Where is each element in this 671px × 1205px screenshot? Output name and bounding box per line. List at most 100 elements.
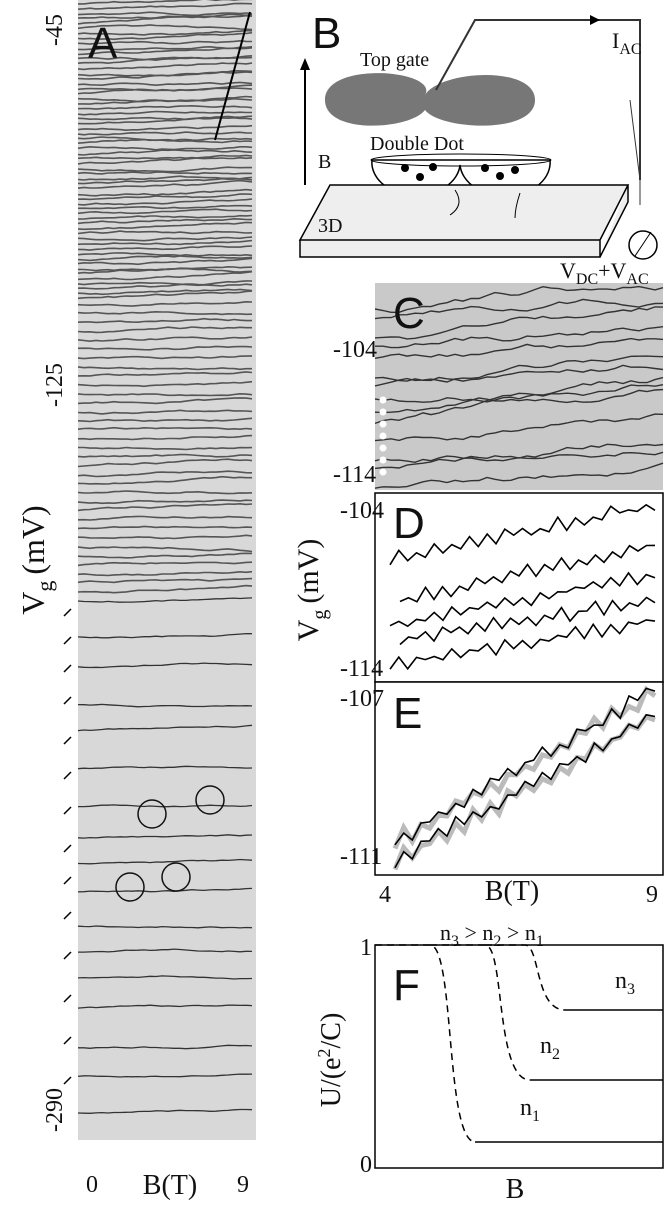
fringe	[77, 265, 253, 274]
fringe	[374, 285, 664, 313]
fringe	[77, 188, 253, 197]
fringe	[77, 1108, 253, 1114]
y-tick-label: 1	[360, 935, 372, 961]
trace	[394, 687, 656, 846]
fringe	[77, 252, 253, 257]
fringe	[77, 326, 252, 334]
fringe	[78, 0, 252, 5]
fringe	[77, 255, 253, 262]
fringe	[77, 104, 253, 110]
fringe	[77, 124, 253, 132]
panel-label: B	[312, 9, 341, 58]
fringe	[375, 326, 664, 349]
tick-mark	[63, 1076, 72, 1085]
fringe	[77, 887, 253, 893]
y-axis-label: Vg (mV)	[292, 539, 331, 642]
text: > n	[501, 920, 535, 945]
fringe	[77, 597, 253, 603]
label: B	[318, 151, 331, 173]
tick-mark	[63, 844, 72, 853]
tick-mark	[63, 951, 72, 960]
marker-dot	[379, 432, 387, 440]
y-tick-label: -114	[333, 462, 376, 488]
fringe	[77, 290, 253, 300]
fringe	[77, 214, 253, 220]
fringe	[374, 384, 664, 403]
tick-mark	[63, 636, 72, 645]
trace	[389, 571, 656, 628]
marker-dot	[379, 444, 387, 452]
fringe	[77, 31, 253, 41]
fringe	[77, 24, 253, 31]
fringe	[374, 306, 664, 340]
y-tick-label: -125	[42, 363, 68, 407]
fringe	[77, 703, 253, 708]
panel-label: D	[393, 499, 425, 548]
arrow	[590, 15, 600, 25]
panel-f-frame	[374, 944, 664, 1169]
fringe	[77, 14, 253, 25]
fringe	[77, 245, 253, 251]
source-arrow	[634, 231, 652, 257]
trace	[399, 596, 656, 646]
label: Top gate	[360, 49, 429, 71]
x-tick-label: 0	[86, 1172, 98, 1198]
fringe	[77, 56, 253, 65]
circles	[115, 785, 225, 902]
subscript: 3	[451, 933, 459, 950]
subscript: 1	[536, 933, 544, 950]
curves	[375, 944, 663, 1143]
fringe	[77, 87, 253, 95]
fringe	[77, 69, 253, 80]
fringe	[374, 413, 664, 442]
fringe	[77, 39, 253, 45]
fringe	[77, 156, 253, 160]
circle	[115, 872, 145, 902]
fringe	[77, 221, 253, 231]
top-gate	[325, 73, 535, 126]
marker-dot	[379, 396, 387, 404]
superscript: 2	[314, 1049, 334, 1058]
fringe	[77, 280, 253, 290]
marker-dot	[379, 420, 387, 428]
tick-mark	[63, 876, 72, 885]
fringe	[77, 475, 252, 485]
fringe	[77, 515, 253, 521]
text: > n	[459, 920, 493, 945]
title: n3 > n2 > n1	[440, 920, 544, 950]
trace	[389, 619, 656, 671]
fringe	[77, 11, 253, 17]
slope-line	[214, 11, 251, 141]
x-axis-label: B(T)	[485, 876, 539, 907]
fringe	[78, 948, 253, 953]
subscript: g	[32, 581, 57, 592]
fringe	[77, 45, 253, 56]
fringe	[77, 208, 253, 215]
x-tick-label: 9	[646, 882, 658, 908]
fringe	[77, 434, 253, 441]
fringe	[77, 62, 253, 71]
trace	[389, 503, 656, 566]
fringe	[77, 499, 253, 505]
tunneling	[449, 189, 521, 219]
panel-label: A	[88, 19, 118, 68]
subscript: 2	[493, 933, 501, 950]
wire	[629, 99, 641, 205]
dot-rim	[370, 153, 552, 167]
tick-mark	[63, 771, 72, 780]
x-tick-label: 9	[237, 1172, 249, 1198]
y-tick-label: 0	[360, 1152, 372, 1178]
tick-mark	[63, 994, 72, 1003]
fringe	[77, 131, 253, 136]
label: Double Dot	[370, 133, 464, 155]
source	[628, 230, 658, 260]
joiner: +V	[598, 258, 626, 283]
fringe	[77, 662, 253, 669]
fringe	[77, 171, 253, 175]
fringe	[77, 409, 253, 415]
fringe	[77, 577, 253, 584]
substrate	[298, 184, 630, 258]
fringe	[77, 345, 253, 351]
fringe	[77, 115, 253, 121]
